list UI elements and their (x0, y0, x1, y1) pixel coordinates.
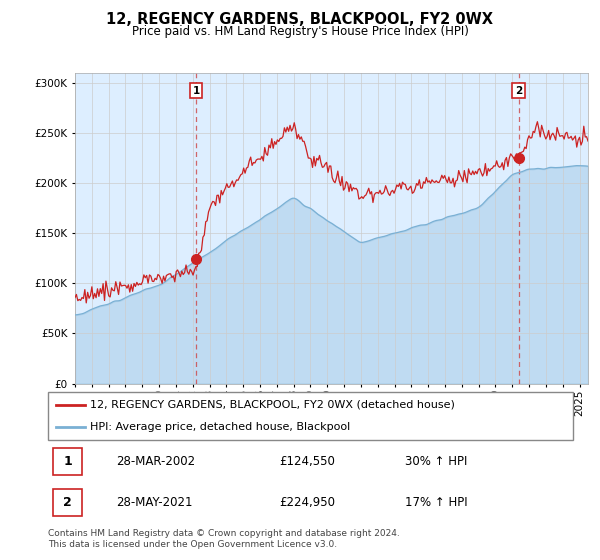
Text: Price paid vs. HM Land Registry's House Price Index (HPI): Price paid vs. HM Land Registry's House … (131, 25, 469, 38)
Text: 12, REGENCY GARDENS, BLACKPOOL, FY2 0WX: 12, REGENCY GARDENS, BLACKPOOL, FY2 0WX (107, 12, 493, 27)
Text: HPI: Average price, detached house, Blackpool: HPI: Average price, detached house, Blac… (90, 422, 350, 432)
Text: 28-MAR-2002: 28-MAR-2002 (116, 455, 196, 468)
FancyBboxPatch shape (48, 392, 573, 440)
FancyBboxPatch shape (53, 449, 82, 475)
Text: 2: 2 (64, 496, 72, 509)
Text: 30% ↑ HPI: 30% ↑ HPI (405, 455, 467, 468)
Text: 12, REGENCY GARDENS, BLACKPOOL, FY2 0WX (detached house): 12, REGENCY GARDENS, BLACKPOOL, FY2 0WX … (90, 400, 455, 410)
Text: £124,550: £124,550 (279, 455, 335, 468)
Text: £224,950: £224,950 (279, 496, 335, 509)
Text: Contains HM Land Registry data © Crown copyright and database right 2024.
This d: Contains HM Land Registry data © Crown c… (48, 529, 400, 549)
Text: 2: 2 (515, 86, 523, 96)
FancyBboxPatch shape (53, 489, 82, 516)
Text: 17% ↑ HPI: 17% ↑ HPI (405, 496, 467, 509)
Text: 1: 1 (193, 86, 200, 96)
Text: 28-MAY-2021: 28-MAY-2021 (116, 496, 193, 509)
Text: 1: 1 (64, 455, 72, 468)
